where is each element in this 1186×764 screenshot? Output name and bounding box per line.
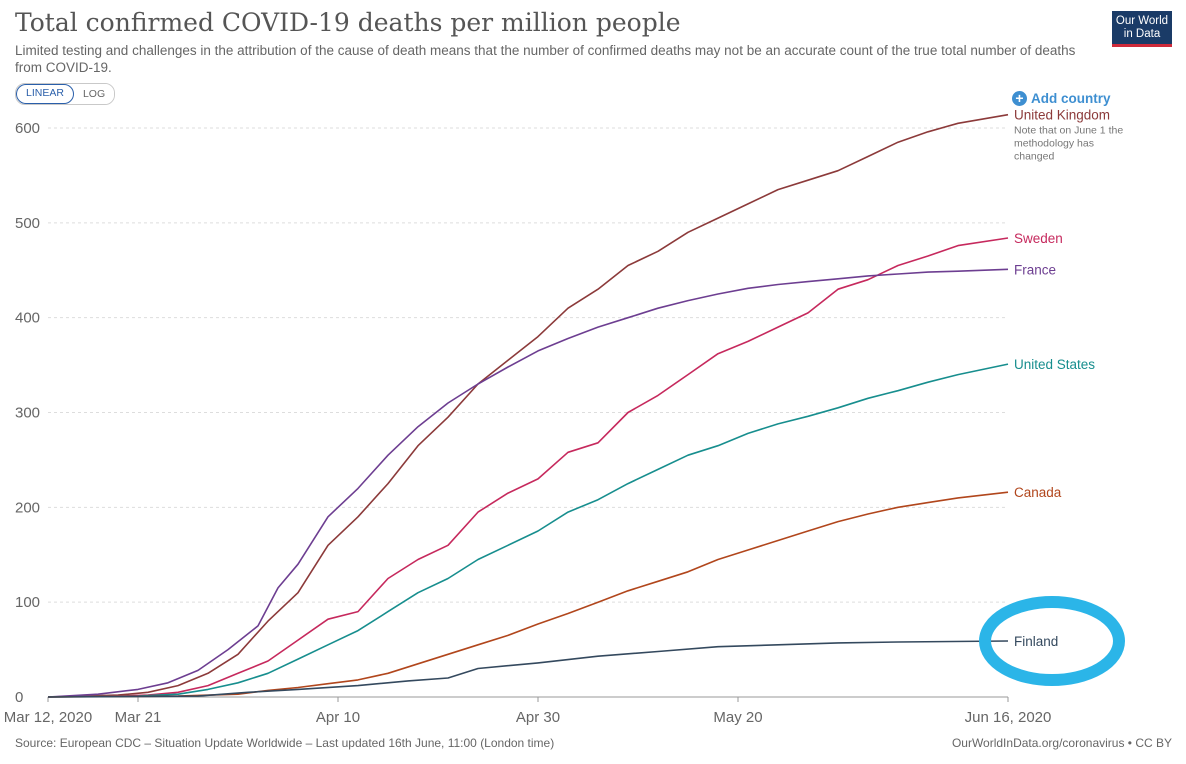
y-tick-label: 0: [15, 689, 23, 706]
x-tick-label: Apr 30: [516, 709, 560, 726]
methodology-note: Note that on June 1 the: [1014, 125, 1123, 137]
plus-circle-icon: +: [1012, 91, 1027, 106]
x-tick-label: Apr 10: [316, 709, 360, 726]
scale-toggle: LINEAR LOG: [15, 83, 116, 105]
y-tick-label: 100: [15, 594, 40, 611]
logo-line-2: in Data: [1123, 28, 1161, 40]
add-country-button[interactable]: + Add country: [1012, 91, 1111, 106]
highlight-circle: [979, 596, 1125, 687]
series-label-united-kingdom: United Kingdom: [1014, 108, 1110, 123]
y-tick-label: 400: [15, 310, 40, 327]
methodology-note: changed: [1014, 151, 1054, 163]
series-line-france: [47, 268, 1009, 698]
logo-line-1: Our World: [1115, 15, 1169, 27]
add-country-label: Add country: [1031, 91, 1111, 106]
x-tick-label: Mar 21: [115, 709, 162, 726]
x-tick-label: Jun 16, 2020: [965, 709, 1052, 726]
series-label-france: France: [1014, 262, 1056, 277]
series-line-sweden: [47, 237, 1009, 698]
x-tick-label: May 20: [713, 709, 762, 726]
y-tick-label: 500: [15, 215, 40, 232]
log-scale-button[interactable]: LOG: [73, 84, 115, 104]
series-label-united-states: United States: [1014, 357, 1095, 372]
series-line-united-kingdom: [47, 113, 1009, 698]
chart-subtitle: Limited testing and challenges in the at…: [15, 43, 1076, 75]
x-tick-label: Mar 12, 2020: [4, 709, 92, 726]
series-line-united-states: [47, 363, 1009, 698]
credit-link[interactable]: OurWorldInData.org/coronavirus • CC BY: [951, 736, 1172, 750]
series-label-sweden: Sweden: [1014, 231, 1063, 246]
y-tick-label: 300: [15, 405, 40, 422]
y-tick-label: 600: [15, 120, 40, 137]
chart-title: Total confirmed COVID-19 deaths per mill…: [15, 8, 681, 37]
source-note: Source: European CDC – Situation Update …: [15, 736, 555, 750]
linear-scale-button[interactable]: LINEAR: [16, 84, 74, 104]
methodology-note: methodology has: [1014, 138, 1094, 150]
series-label-finland: Finland: [1014, 634, 1058, 649]
owid-logo[interactable]: Our World in Data: [1112, 11, 1172, 47]
series-line-finland: [47, 640, 1009, 698]
series-label-canada: Canada: [1014, 485, 1062, 500]
series-line-canada: [47, 491, 1009, 698]
y-tick-label: 200: [15, 499, 40, 516]
